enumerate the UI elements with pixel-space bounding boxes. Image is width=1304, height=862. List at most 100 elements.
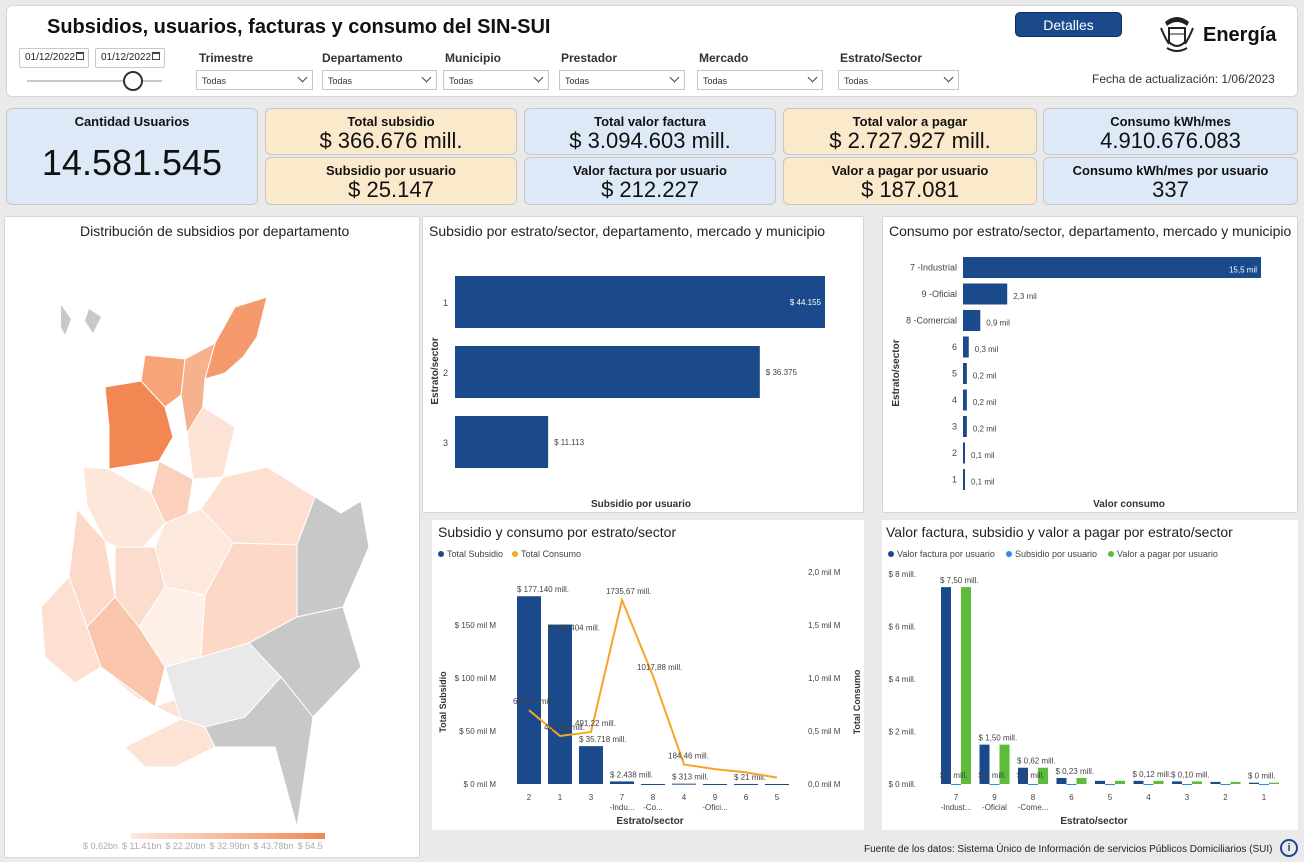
bar[interactable] (963, 389, 967, 411)
legend-label[interactable]: Valor factura por usuario (897, 549, 995, 559)
line-data-label: 1017,88 mill. (637, 663, 682, 672)
bar[interactable] (999, 744, 1010, 784)
kpi-value: $ 2.727.927 mill. (829, 128, 991, 153)
filter-municipio[interactable]: Todas (443, 70, 549, 90)
kpi-value: 337 (1152, 177, 1189, 202)
data-label: 15,5 mil (1229, 266, 1257, 275)
bar[interactable] (963, 469, 965, 490)
bar[interactable] (963, 363, 967, 384)
legend-label[interactable]: Total Consumo (521, 549, 581, 559)
kpi-total-subsidio: Total subsidio $ 366.676 mill. (265, 108, 517, 155)
map-title: Distribución de subsidios por departamen… (80, 223, 350, 239)
bar[interactable] (1143, 784, 1154, 785)
legend-label[interactable]: Subsidio por usuario (1015, 549, 1097, 559)
bar[interactable] (455, 416, 549, 468)
legend-label[interactable]: Valor a pagar por usuario (1117, 549, 1218, 559)
bar[interactable] (1172, 781, 1182, 784)
colombia-map[interactable] (5, 247, 419, 847)
x-axis-label: Estrato/sector (1060, 816, 1127, 827)
bar[interactable] (1115, 780, 1125, 784)
bar[interactable] (1153, 780, 1164, 784)
bar[interactable] (1028, 784, 1038, 785)
filter-estrato[interactable]: Todas (838, 70, 959, 90)
legend-label: $ 22.20bn (165, 841, 206, 851)
bar[interactable] (1056, 777, 1067, 784)
bar[interactable] (1133, 780, 1144, 784)
date-slider-handle[interactable] (123, 71, 143, 91)
chart-subsidio-consumo-plot[interactable]: Total Subsidio Total Consumo $ 0 mil M $ 50… (432, 542, 864, 830)
bar[interactable] (734, 783, 758, 785)
bar[interactable] (579, 746, 603, 784)
data-label: $ 0,23 mill. (1056, 767, 1095, 776)
chart-factura-subsidio-plot[interactable]: Valor factura por usuario Subsidio por us… (882, 542, 1298, 830)
data-source-note: Fuente de los datos: Sistema Único de In… (864, 844, 1273, 855)
x-tick-label: -Come... (1018, 803, 1049, 812)
bar[interactable] (1105, 784, 1115, 785)
bar[interactable] (703, 784, 727, 785)
bar[interactable] (1259, 784, 1269, 785)
coat-of-arms-icon (1160, 17, 1194, 52)
chart-consumo-estrato-plot[interactable]: 7 -Industrial 15,5 mil 9 -Oficial 2,3 mil 8 … (883, 243, 1297, 513)
bar[interactable] (1038, 767, 1048, 784)
bar[interactable] (455, 276, 825, 328)
bar[interactable] (1192, 781, 1202, 784)
data-label: $ 35.718 mill. (579, 735, 627, 744)
bar[interactable] (517, 596, 541, 784)
filter-mercado[interactable]: Todas (697, 70, 823, 90)
filter-trimestre[interactable]: Todas (196, 70, 313, 90)
data-label: $ 7,50 mill. (940, 576, 979, 585)
bar[interactable] (641, 784, 665, 785)
bar[interactable] (963, 442, 965, 464)
bar[interactable] (1230, 781, 1241, 784)
data-label: $ 21 mill. (734, 773, 766, 782)
date-to-input[interactable]: 01/12/2022 (95, 48, 165, 68)
y-tick-label: $ 6 mill. (888, 623, 916, 632)
bar[interactable] (963, 336, 969, 358)
bar[interactable] (1066, 784, 1077, 785)
legend-marker (512, 551, 518, 557)
filter-prestador[interactable]: Todas (559, 70, 685, 90)
bar[interactable] (765, 784, 789, 785)
brand-logo: Energía (1157, 14, 1276, 56)
chart-subsidio-estrato-plot[interactable]: 1 $ 44.155 2 $ 36.375 3 $ 11.113 Subsidio por … (423, 243, 863, 513)
filter-departamento[interactable]: Todas (322, 70, 437, 90)
data-label: $ 0,62 mill. (1017, 757, 1056, 766)
legend-label: $ 43.78bn (253, 841, 294, 851)
kpi-subsidio-usuario: Subsidio por usuario $ 25.147 (265, 157, 517, 205)
category-label: 1 (443, 298, 448, 308)
bar[interactable] (1220, 784, 1231, 785)
date-slider-track[interactable] (27, 80, 162, 82)
bar[interactable] (672, 783, 696, 785)
bar[interactable] (963, 310, 981, 331)
consumo-line[interactable] (528, 596, 778, 779)
bar[interactable] (979, 744, 990, 784)
bar[interactable] (951, 784, 961, 785)
x-axis-label: Estrato/sector (616, 816, 683, 827)
bar[interactable] (1249, 782, 1259, 784)
bar[interactable] (963, 283, 1008, 305)
bar[interactable] (548, 624, 572, 784)
bar[interactable] (1095, 780, 1105, 784)
bar[interactable] (961, 587, 971, 784)
date-from-input[interactable]: 01/12/2022 (19, 48, 89, 68)
bar[interactable] (963, 257, 1261, 278)
details-button[interactable]: Detalles (1015, 12, 1122, 37)
calendar-icon[interactable] (152, 52, 160, 60)
bar[interactable] (1269, 782, 1279, 784)
legend-label[interactable]: Total Subsidio (447, 549, 503, 559)
bar[interactable] (455, 346, 760, 398)
bar[interactable] (1018, 767, 1028, 784)
bar[interactable] (989, 784, 1000, 785)
bar[interactable] (1076, 777, 1087, 784)
line-data-label: 184,46 mill. (668, 751, 709, 760)
bar[interactable] (963, 416, 967, 437)
bar[interactable] (1210, 781, 1221, 784)
bar[interactable] (1182, 784, 1192, 785)
x-axis-label: Subsidio por usuario (591, 499, 691, 510)
bar[interactable] (610, 781, 634, 784)
calendar-icon[interactable] (76, 52, 84, 60)
header-bar: Subsidios, usuarios, facturas y consumo … (6, 5, 1298, 97)
kpi-label: Total subsidio (347, 114, 435, 129)
bar[interactable] (941, 587, 951, 784)
info-icon[interactable]: i (1280, 839, 1298, 857)
